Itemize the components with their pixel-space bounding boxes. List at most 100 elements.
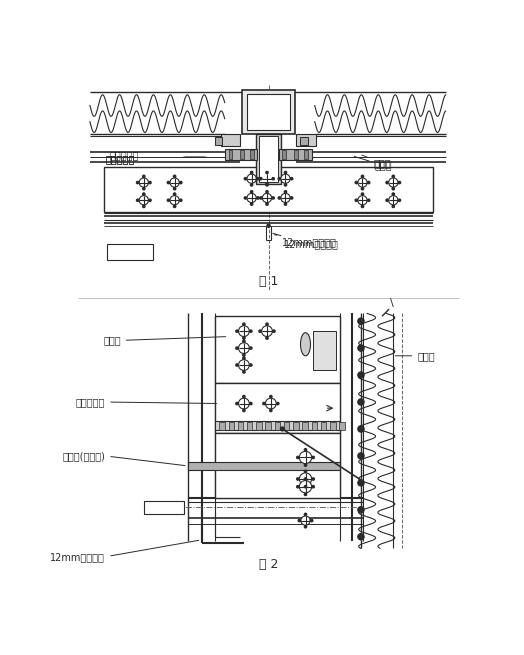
Circle shape bbox=[299, 481, 312, 493]
Circle shape bbox=[358, 178, 367, 187]
Circle shape bbox=[392, 176, 395, 178]
Circle shape bbox=[243, 396, 245, 398]
Circle shape bbox=[143, 193, 145, 195]
Circle shape bbox=[358, 426, 364, 432]
Circle shape bbox=[304, 525, 307, 528]
Bar bbox=[250, 150, 254, 159]
Circle shape bbox=[297, 478, 299, 480]
Circle shape bbox=[238, 343, 249, 354]
Text: 防雨屏: 防雨屏 bbox=[354, 157, 392, 170]
Circle shape bbox=[260, 178, 262, 180]
Bar bbox=[275, 422, 280, 430]
Bar bbox=[215, 316, 340, 383]
Circle shape bbox=[250, 183, 253, 186]
Circle shape bbox=[266, 191, 268, 193]
Circle shape bbox=[362, 205, 364, 208]
Bar bbox=[243, 90, 294, 134]
Circle shape bbox=[277, 402, 279, 405]
Text: 等压空气腔: 等压空气腔 bbox=[105, 154, 135, 164]
Circle shape bbox=[362, 176, 364, 178]
Circle shape bbox=[362, 193, 364, 195]
Bar bbox=[240, 150, 244, 159]
Bar bbox=[296, 134, 315, 146]
Circle shape bbox=[257, 178, 259, 180]
Circle shape bbox=[243, 354, 245, 356]
Circle shape bbox=[358, 453, 364, 459]
Bar bbox=[73, 84, 464, 286]
Bar bbox=[215, 433, 340, 498]
Circle shape bbox=[149, 199, 151, 202]
Bar bbox=[247, 422, 253, 430]
Circle shape bbox=[304, 478, 307, 480]
Bar bbox=[321, 422, 326, 430]
Circle shape bbox=[244, 178, 247, 180]
Circle shape bbox=[247, 174, 256, 183]
Bar bbox=[107, 244, 153, 259]
Bar bbox=[266, 422, 271, 430]
Bar bbox=[304, 150, 308, 159]
Circle shape bbox=[285, 172, 287, 174]
Circle shape bbox=[311, 519, 313, 522]
Circle shape bbox=[367, 199, 370, 202]
Circle shape bbox=[299, 451, 312, 464]
Circle shape bbox=[236, 364, 238, 366]
Circle shape bbox=[290, 196, 293, 199]
Circle shape bbox=[358, 534, 364, 540]
Circle shape bbox=[281, 193, 290, 202]
Circle shape bbox=[243, 340, 245, 343]
Ellipse shape bbox=[300, 333, 311, 356]
Text: \: \ bbox=[390, 298, 394, 308]
Text: 图 2: 图 2 bbox=[259, 557, 278, 571]
Circle shape bbox=[358, 372, 364, 378]
Circle shape bbox=[358, 196, 367, 205]
Bar bbox=[219, 422, 225, 430]
Circle shape bbox=[273, 330, 275, 332]
Circle shape bbox=[139, 178, 148, 187]
Circle shape bbox=[386, 199, 388, 202]
Circle shape bbox=[170, 178, 179, 187]
Text: 等压空气腔: 等压空气腔 bbox=[105, 154, 135, 164]
Circle shape bbox=[173, 205, 176, 208]
Circle shape bbox=[249, 364, 252, 366]
Circle shape bbox=[290, 178, 293, 180]
Circle shape bbox=[301, 516, 310, 525]
Circle shape bbox=[250, 203, 253, 205]
Circle shape bbox=[247, 193, 256, 202]
Circle shape bbox=[236, 330, 238, 332]
Circle shape bbox=[358, 507, 364, 513]
Circle shape bbox=[312, 478, 314, 480]
Circle shape bbox=[243, 323, 245, 326]
Circle shape bbox=[355, 181, 357, 183]
Bar bbox=[228, 422, 234, 430]
Text: 挂钩板: 挂钩板 bbox=[103, 335, 226, 345]
Text: 12mm宽度开缝: 12mm宽度开缝 bbox=[275, 234, 337, 247]
Text: 室 外: 室 外 bbox=[122, 249, 138, 259]
Circle shape bbox=[297, 485, 299, 488]
Circle shape bbox=[358, 399, 364, 405]
Circle shape bbox=[263, 174, 271, 183]
Circle shape bbox=[243, 357, 245, 359]
Circle shape bbox=[170, 196, 179, 205]
Bar bbox=[330, 422, 335, 430]
Circle shape bbox=[367, 181, 370, 183]
Bar bbox=[313, 331, 336, 369]
Bar bbox=[215, 383, 340, 433]
Circle shape bbox=[389, 196, 398, 205]
Circle shape bbox=[236, 402, 238, 405]
Circle shape bbox=[238, 398, 249, 409]
Circle shape bbox=[143, 176, 145, 178]
Circle shape bbox=[281, 174, 290, 183]
Circle shape bbox=[263, 402, 265, 405]
Circle shape bbox=[266, 398, 276, 409]
Circle shape bbox=[266, 323, 268, 326]
Bar bbox=[340, 422, 345, 430]
Circle shape bbox=[236, 347, 238, 349]
Circle shape bbox=[259, 330, 261, 332]
Circle shape bbox=[362, 187, 364, 190]
Circle shape bbox=[249, 330, 252, 332]
Circle shape bbox=[278, 196, 280, 199]
Text: 等压空气腔: 等压空气腔 bbox=[76, 397, 216, 407]
Bar bbox=[225, 149, 257, 160]
Circle shape bbox=[243, 337, 245, 339]
Circle shape bbox=[143, 205, 145, 208]
